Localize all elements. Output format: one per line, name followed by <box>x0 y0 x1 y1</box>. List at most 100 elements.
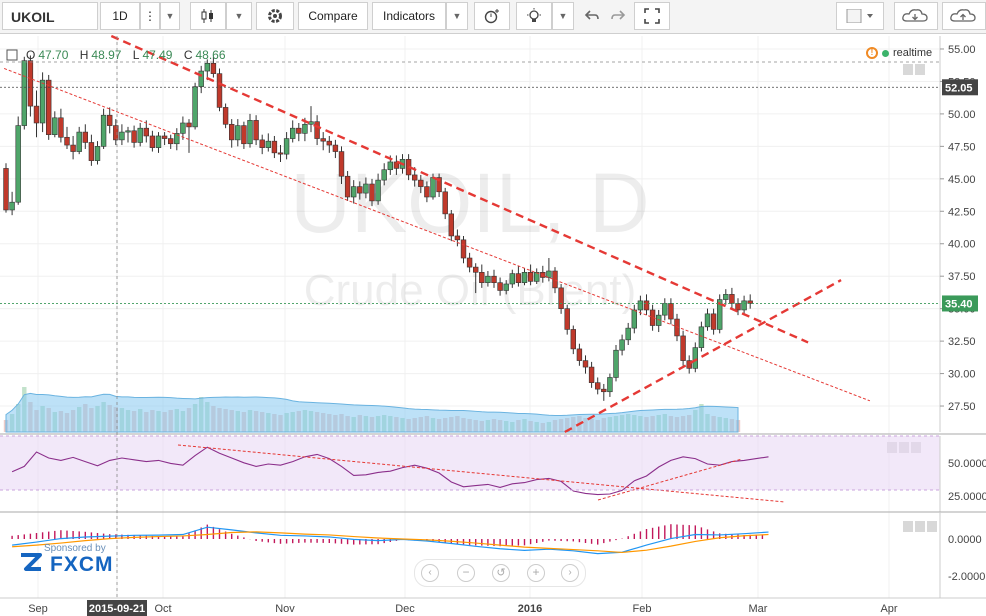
candle-body <box>52 117 58 135</box>
candle <box>338 146 345 185</box>
redo-icon[interactable] <box>606 2 630 30</box>
candle <box>637 295 644 316</box>
candle-body <box>735 303 741 311</box>
cloud-download-icon[interactable] <box>894 2 938 30</box>
rsi-trendline <box>177 444 786 503</box>
rsi-tick-label: 25.0000 <box>948 491 986 503</box>
candle-body <box>637 300 644 311</box>
indicators-button[interactable]: Indicators <box>372 2 446 30</box>
candle-body <box>277 152 284 155</box>
candle <box>564 304 570 335</box>
candle-body <box>235 125 241 141</box>
settings-gear-icon[interactable] <box>256 2 294 30</box>
pane-control-icon[interactable] <box>903 521 913 532</box>
scroll-left-icon[interactable]: ‹ <box>421 564 439 582</box>
candle-body <box>33 105 40 124</box>
candle-body <box>198 70 204 87</box>
pane-control-icon[interactable] <box>927 521 937 532</box>
rsi-line <box>11 446 769 496</box>
candle-body <box>509 273 515 285</box>
undo-icon[interactable] <box>580 2 604 30</box>
candle-body <box>375 179 381 202</box>
candle <box>479 264 485 288</box>
price-tick-label: 37.50 <box>948 271 976 283</box>
close-label: C <box>183 48 193 62</box>
bulb-icon[interactable] <box>516 2 552 30</box>
compare-button[interactable]: Compare <box>298 2 368 30</box>
indicators-dropdown-icon[interactable]: ▼ <box>446 2 468 30</box>
candle <box>723 289 729 305</box>
candle-body <box>680 335 686 361</box>
candle <box>546 258 552 282</box>
alert-icon[interactable]: ! <box>866 47 878 59</box>
symbol-input[interactable]: UKOIL <box>2 2 98 30</box>
candle <box>436 173 442 197</box>
rsi-pane: 50.0000 25.0000 <box>0 433 986 512</box>
fxcm-logo-icon <box>21 553 42 571</box>
more-vertical-icon[interactable]: ⋮ <box>140 2 160 30</box>
candle <box>119 124 125 146</box>
candle <box>466 252 473 273</box>
zoom-in-icon[interactable]: + <box>527 564 545 582</box>
last-price-marker-label: 35.40 <box>945 298 973 310</box>
reset-icon[interactable]: ↺ <box>492 564 510 582</box>
candle-body <box>436 177 442 193</box>
candle <box>570 325 577 355</box>
interval-dropdown-icon[interactable]: ▼ <box>160 2 180 30</box>
candle <box>283 132 290 160</box>
candle-body <box>472 266 479 273</box>
candle-body <box>448 213 454 237</box>
candle <box>143 120 149 143</box>
alert-clock-icon[interactable] <box>474 2 510 30</box>
pane-control-icon[interactable] <box>915 521 925 532</box>
candle <box>58 108 64 143</box>
scroll-right-icon[interactable]: › <box>561 564 579 582</box>
candle-body <box>363 183 369 194</box>
candle-body <box>155 135 162 148</box>
time-tick-label: Mar <box>749 603 768 615</box>
candle <box>64 126 70 149</box>
candle-body <box>350 186 357 198</box>
candle-body <box>192 86 198 128</box>
candle <box>735 298 741 316</box>
close-value: 48.66 <box>195 48 226 62</box>
candle-body <box>460 239 467 259</box>
candle-body <box>27 60 34 107</box>
candle-body <box>247 120 253 145</box>
interval-button[interactable]: 1D <box>100 2 140 30</box>
candle-body <box>283 138 290 155</box>
candle <box>509 269 515 288</box>
candle-body <box>564 308 570 330</box>
candles-icon[interactable] <box>190 2 226 30</box>
candle-body <box>723 294 729 300</box>
candle <box>533 268 540 284</box>
high-label: H <box>79 48 89 62</box>
candle-body <box>137 127 143 143</box>
candle <box>357 181 363 200</box>
pane-control-icon[interactable] <box>903 64 913 75</box>
price-tick-label: 32.50 <box>948 336 976 348</box>
cloud-upload-icon[interactable] <box>942 2 986 30</box>
candle-body <box>369 183 375 202</box>
candle-body <box>320 138 326 142</box>
candle <box>161 132 168 146</box>
candle-body <box>302 123 308 134</box>
candle-body <box>58 117 64 138</box>
candle-body <box>314 121 320 139</box>
layout-square-icon[interactable] <box>836 2 884 30</box>
time-axis: Sep 2015-09-21 Oct Nov Dec 2016 Feb Mar Apr <box>0 36 986 616</box>
bulb-dropdown-icon[interactable]: ▼ <box>552 2 574 30</box>
fullscreen-icon[interactable] <box>634 2 670 30</box>
candle <box>472 263 479 294</box>
candle-body <box>271 140 278 154</box>
price-tick-label: 40.00 <box>948 239 976 251</box>
realtime-label: realtime <box>893 47 933 59</box>
high-marker-box <box>942 79 978 96</box>
candle-body <box>344 175 351 198</box>
chart-type-dropdown-icon[interactable]: ▼ <box>226 2 252 30</box>
candle <box>241 121 247 149</box>
candle-body <box>729 294 735 304</box>
zoom-out-icon[interactable]: − <box>457 564 475 582</box>
pane-control-icon[interactable] <box>915 64 925 75</box>
